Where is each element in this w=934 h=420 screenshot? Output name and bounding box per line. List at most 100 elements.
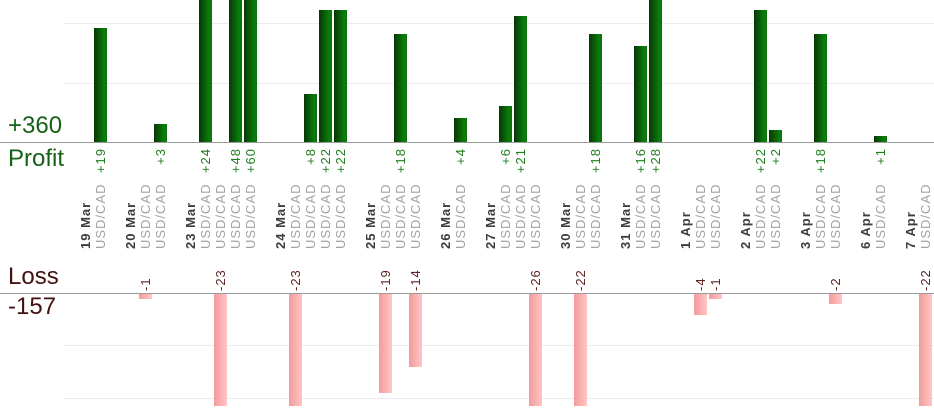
profit-value-label: +2 <box>768 148 783 165</box>
date-label: 7 Apr <box>903 211 918 249</box>
date-label: 20 Mar <box>123 201 138 249</box>
profit-value-label: +21 <box>513 148 528 174</box>
date-group: 30 Mar -22 USD/CAD +18 USD/CAD <box>558 0 603 420</box>
trade-column: -1 USD/CAD <box>138 0 153 420</box>
date-label: 31 Mar <box>618 201 633 249</box>
trade-column: +22 USD/CAD <box>333 0 348 420</box>
loss-gridline-20 <box>63 398 934 399</box>
date-group: 6 Apr +1 USD/CAD <box>858 0 888 420</box>
instrument-label: USD/CAD <box>873 183 888 249</box>
loss-bar <box>529 294 542 406</box>
instrument-label: USD/CAD <box>828 183 843 249</box>
profit-value-label: +60 <box>243 148 258 174</box>
profit-value-label: +8 <box>303 148 318 165</box>
profit-value-label: +3 <box>153 148 168 165</box>
trade-column: +48 USD/CAD <box>228 0 243 420</box>
loss-gridline-10 <box>63 345 934 346</box>
instrument-label: USD/CAD <box>393 183 408 249</box>
date-label: 24 Mar <box>273 201 288 249</box>
trade-column: +18 USD/CAD <box>588 0 603 420</box>
loss-axis-title: Loss <box>8 263 59 290</box>
profit-value-label: +22 <box>753 148 768 174</box>
date-slot: 31 Mar <box>618 0 633 420</box>
profit-axis-line <box>0 142 934 143</box>
loss-value-label: -22 <box>918 269 933 291</box>
date-slot: 1 Apr <box>678 0 693 420</box>
trade-column: +22 USD/CAD <box>318 0 333 420</box>
trade-column: +3 USD/CAD <box>153 0 168 420</box>
date-label: 6 Apr <box>858 211 873 249</box>
trade-column: +1 USD/CAD <box>873 0 888 420</box>
trade-column: +22 USD/CAD <box>753 0 768 420</box>
profit-value-label: +22 <box>333 148 348 174</box>
profit-total-label: +360 <box>8 112 63 139</box>
date-group: 2 Apr +22 USD/CAD +2 USD/CAD <box>738 0 783 420</box>
profit-value-label: +48 <box>228 148 243 174</box>
loss-value-label: -26 <box>528 269 543 291</box>
trade-column: +8 USD/CAD <box>303 0 318 420</box>
date-group: 7 Apr -22 USD/CAD <box>903 0 933 420</box>
profit-bar <box>874 136 887 142</box>
instrument-label: USD/CAD <box>708 183 723 249</box>
date-group: 26 Mar +4 USD/CAD <box>438 0 468 420</box>
date-label: 30 Mar <box>558 201 573 249</box>
date-slot: 23 Mar <box>183 0 198 420</box>
profit-value-label: +24 <box>198 148 213 174</box>
date-label: 23 Mar <box>183 201 198 249</box>
instrument-label: USD/CAD <box>633 183 648 249</box>
instrument-label: USD/CAD <box>513 183 528 249</box>
trade-column: -14 USD/CAD <box>408 0 423 420</box>
trade-column: +2 USD/CAD <box>768 0 783 420</box>
date-slot: 30 Mar <box>558 0 573 420</box>
instrument-label: USD/CAD <box>753 183 768 249</box>
instrument-label: USD/CAD <box>408 183 423 249</box>
instrument-label: USD/CAD <box>213 183 228 249</box>
profit-gridline-20 <box>63 23 934 24</box>
profit-bar <box>334 10 347 142</box>
instrument-label: USD/CAD <box>768 183 783 249</box>
loss-value-label: -19 <box>378 269 393 291</box>
profit-bar <box>634 46 647 142</box>
instrument-label: USD/CAD <box>918 183 933 249</box>
instrument-label: USD/CAD <box>93 183 108 249</box>
loss-value-label: -14 <box>408 269 423 291</box>
instrument-label: USD/CAD <box>378 183 393 249</box>
profit-axis-title: Profit <box>8 145 65 172</box>
profit-bar <box>199 0 212 142</box>
trade-column: -23 USD/CAD <box>213 0 228 420</box>
date-slot: 19 Mar <box>78 0 93 420</box>
date-label: 25 Mar <box>363 201 378 249</box>
date-group: 3 Apr +18 USD/CAD -2 USD/CAD <box>798 0 843 420</box>
date-slot: 25 Mar <box>363 0 378 420</box>
loss-value-label: -1 <box>708 277 723 291</box>
trade-column: +18 USD/CAD <box>813 0 828 420</box>
trade-column: +21 USD/CAD <box>513 0 528 420</box>
trade-column: -1 USD/CAD <box>708 0 723 420</box>
instrument-label: USD/CAD <box>453 183 468 249</box>
date-group: 1 Apr -4 USD/CAD -1 USD/CAD <box>678 0 723 420</box>
loss-total-label: -157 <box>8 293 57 320</box>
trade-column: +28 USD/CAD <box>648 0 663 420</box>
profit-value-label: +1 <box>873 148 888 165</box>
date-group: 20 Mar -1 USD/CAD +3 USD/CAD <box>123 0 168 420</box>
trade-column: -2 USD/CAD <box>828 0 843 420</box>
date-group: 31 Mar +16 USD/CAD +28 USD/CAD <box>618 0 663 420</box>
trade-column: +24 USD/CAD <box>198 0 213 420</box>
profit-bar <box>304 94 317 142</box>
profit-bar <box>94 28 107 142</box>
instrument-label: USD/CAD <box>198 183 213 249</box>
date-slot: 2 Apr <box>738 0 753 420</box>
trade-column: -22 USD/CAD <box>918 0 933 420</box>
profit-value-label: +28 <box>648 148 663 174</box>
profit-bar <box>814 34 827 142</box>
profit-bar <box>499 106 512 142</box>
date-slot: 24 Mar <box>273 0 288 420</box>
profit-bar <box>244 0 257 142</box>
profit-bar <box>394 34 407 142</box>
loss-bar <box>694 294 707 315</box>
date-slot: 26 Mar <box>438 0 453 420</box>
trade-column: -4 USD/CAD <box>693 0 708 420</box>
loss-bar <box>709 294 722 299</box>
profit-bar <box>754 10 767 142</box>
instrument-label: USD/CAD <box>318 183 333 249</box>
